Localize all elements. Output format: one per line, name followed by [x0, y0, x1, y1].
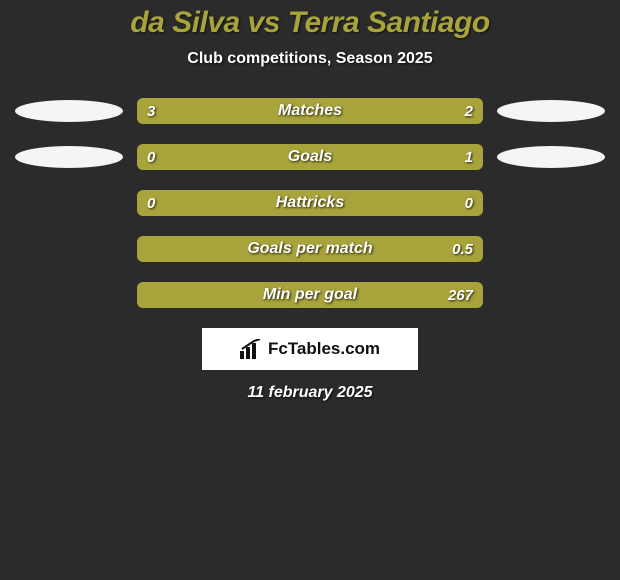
- stat-value-left: 0: [147, 144, 155, 170]
- page-subtitle: Club competitions, Season 2025: [0, 50, 620, 68]
- player-right-oval: [497, 192, 605, 214]
- player-right-oval: [497, 146, 605, 168]
- bar-fill-right: [199, 144, 483, 170]
- stat-rows: 3Matches2 0Goals1 0Hattricks0 Goals per mat…: [0, 98, 620, 308]
- bar-fill-full: [137, 282, 483, 308]
- player-right-oval: [497, 100, 605, 122]
- stat-value-left: 0: [147, 190, 155, 216]
- stat-value-right: 1: [465, 144, 473, 170]
- stat-bar: 0Hattricks0: [137, 190, 483, 216]
- stat-value-left: 3: [147, 98, 155, 124]
- bar-fill-left: [137, 98, 345, 124]
- stat-value-right: 0: [465, 190, 473, 216]
- stat-value-right: 2: [465, 98, 473, 124]
- page-title: da Silva vs Terra Santiago: [0, 6, 620, 40]
- player-left-oval: [15, 100, 123, 122]
- player-left-oval: [15, 284, 123, 306]
- stat-bar: 0Goals1: [137, 144, 483, 170]
- player-left-oval: [15, 146, 123, 168]
- footer-logo: FcTables.com: [202, 328, 418, 370]
- bar-fill-full: [137, 236, 483, 262]
- player-right-oval: [497, 238, 605, 260]
- stat-bar: Min per goal267: [137, 282, 483, 308]
- stat-row: Min per goal267: [0, 282, 620, 308]
- player-left-oval: [15, 238, 123, 260]
- stat-row: 0Goals1: [0, 144, 620, 170]
- comparison-infographic: da Silva vs Terra Santiago Club competit…: [0, 0, 620, 402]
- stat-row: 0Hattricks0: [0, 190, 620, 216]
- chart-icon: [240, 339, 262, 359]
- bar-fill-right: [345, 98, 483, 124]
- stat-value-right: 0.5: [452, 236, 473, 262]
- stat-value-right: 267: [448, 282, 473, 308]
- footer-logo-text: FcTables.com: [268, 339, 380, 359]
- stat-bar: Goals per match0.5: [137, 236, 483, 262]
- player-right-oval: [497, 284, 605, 306]
- stat-row: 3Matches2: [0, 98, 620, 124]
- footer-date: 11 february 2025: [0, 384, 620, 402]
- stat-row: Goals per match0.5: [0, 236, 620, 262]
- stat-bar: 3Matches2: [137, 98, 483, 124]
- bar-fill-full: [137, 190, 483, 216]
- player-left-oval: [15, 192, 123, 214]
